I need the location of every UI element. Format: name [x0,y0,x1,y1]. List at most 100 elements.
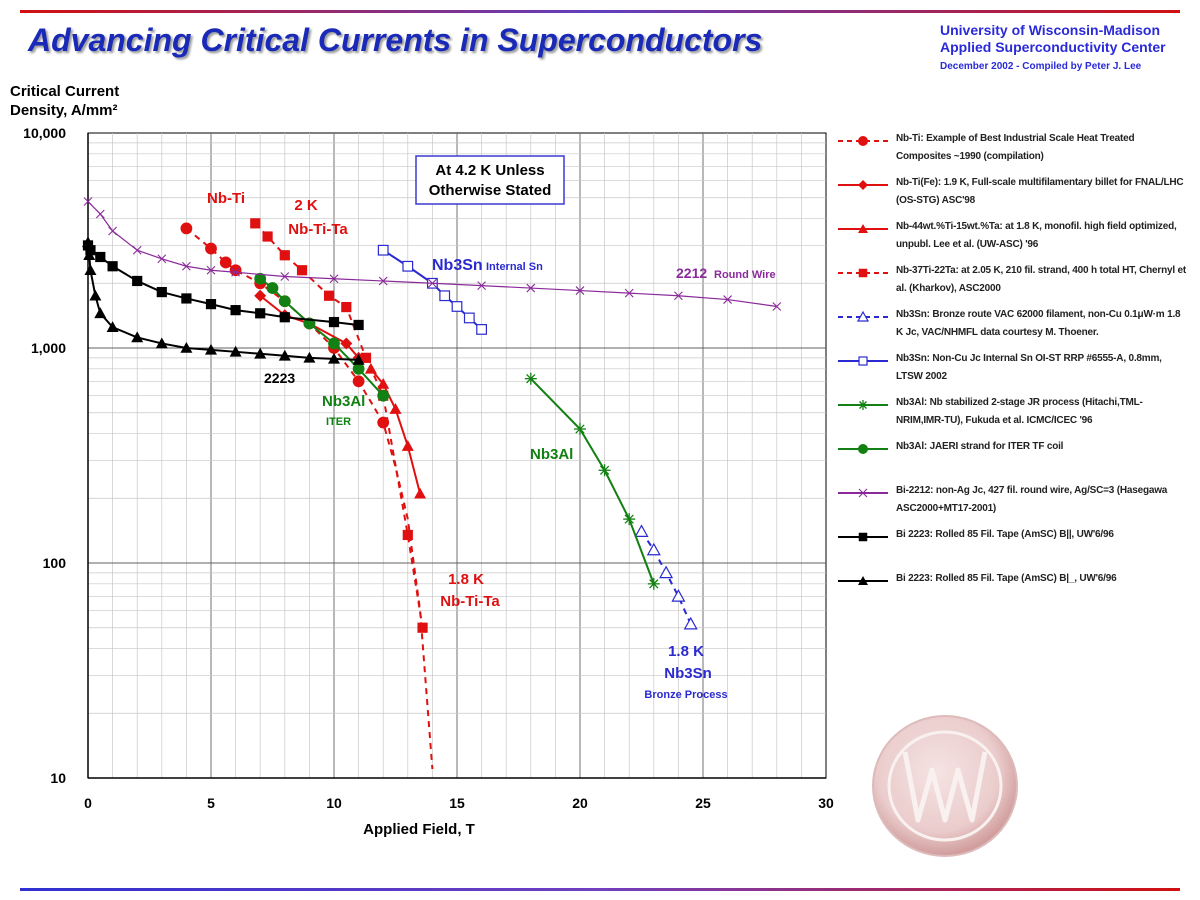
label-nbtita: Nb-Ti-Ta [288,221,348,238]
x-tick-label: 0 [84,795,92,811]
data-point [278,295,291,308]
data-point [229,345,242,357]
data-point [329,274,339,284]
data-point-stroke [526,374,536,384]
y-tick-label: 10 [50,770,66,786]
data-point [279,312,290,323]
data-point [182,261,191,271]
legend-entry: Nb3Sn: Bronze route VAC 62000 filament, … [832,306,1190,350]
data-point [328,337,340,350]
label-2212: 2212 [676,265,707,281]
x-axis-title: Applied Field, T [363,821,475,838]
data-point [402,529,413,541]
data-point [82,236,94,248]
legend-entry: Bi 2223: Rolled 85 Fil. Tape (AmSC) B||,… [832,526,1190,570]
legend-swatch [838,488,888,498]
legend-entry: Nb-Ti: Example of Best Industrial Scale … [832,130,1190,174]
data-point [623,513,636,526]
data-point [674,291,683,301]
data-point [858,136,868,146]
series-nb3al_jr [524,372,660,590]
data-point [205,242,217,255]
label-internal-sn: Internal Sn [486,261,543,273]
org-center: Applied Superconductivity Center [940,39,1166,55]
data-point-stroke [772,302,782,311]
data-point [230,305,241,316]
data-point [108,226,117,236]
data-point-stroke [157,254,167,264]
data-point [378,276,388,286]
legend-entry: Nb3Sn: Non-Cu Jc Internal Sn OI-ST RRP #… [832,350,1190,394]
data-point [156,286,167,298]
data-point [772,302,782,311]
bottom-rule [20,888,1180,891]
x-tick-label: 30 [818,795,834,811]
data-point [323,290,335,301]
data-point [95,251,106,263]
data-point [250,218,261,229]
legend-swatch [838,310,888,322]
data-point [598,464,611,477]
data-point [858,576,868,585]
data-point [180,342,193,353]
data-point [95,209,105,219]
label-2223: 2223 [264,370,295,386]
data-point [647,577,660,590]
data-point [463,312,475,324]
data-point [352,375,365,388]
annotation-line2: Otherwise Stated [429,182,552,199]
data-point [328,316,340,328]
data-point [671,589,686,602]
data-point [858,224,868,233]
data-point [181,293,192,304]
legend-swatch [838,224,888,233]
legend-label: Nb3Sn: Non-Cu Jc Internal Sn OI-ST RRP #… [896,353,1162,382]
data-point [83,197,93,206]
data-point-stroke [858,488,868,498]
y-tick-label: 10,000 [23,125,66,141]
plot-labels: Nb-Ti 2 K Nb-Ti-Ta 1.8 K Nb-Ti-Ta Nb3Sn … [207,190,776,701]
data-point-stroke [329,274,339,284]
data-point [278,349,291,361]
legend-swatch [838,444,888,454]
x-tick-label: 5 [207,795,215,811]
y-axis-title-line1: Critical Current [10,83,120,100]
data-point-stroke [624,288,634,298]
data-point [85,245,96,256]
data-point [205,299,217,310]
organization-block: University of Wisconsin-Madison Applied … [940,22,1166,75]
compiled-by: December 2002 - Compiled by Peter J. Lee [940,61,1142,72]
plot-grid [87,132,827,779]
series-line [87,242,359,361]
data-point [254,289,267,302]
data-point-stroke [649,579,659,589]
data-point [340,337,353,350]
chart-legend: Nb-Ti: Example of Best Industrial Scale … [832,130,1190,620]
legend-label: Bi-2212: non-Ag Jc, 427 fil. round wire,… [896,485,1168,514]
data-point-stroke [599,465,610,475]
legend-swatch [838,576,888,585]
data-point [279,250,290,261]
data-point [646,542,661,556]
org-name: University of Wisconsin-Madison [940,22,1161,38]
data-point-stroke [859,401,867,409]
data-point [858,180,868,190]
data-point-stroke [206,265,216,275]
data-point [389,403,402,414]
data-point [526,283,536,293]
y-axis-title: Critical Current Density, A/mm² [10,82,119,120]
legend-swatch [838,356,888,366]
data-point [131,331,144,343]
data-point [428,278,437,288]
label-nb3sn-bronze: Nb3Sn [664,665,712,682]
data-point [254,347,267,359]
data-point [205,343,217,355]
data-point [352,362,365,375]
data-point-stroke [182,261,191,271]
legend-swatch [838,268,888,278]
legend-label: Nb-Ti: Example of Best Industrial Scale … [896,133,1135,162]
data-point [255,308,266,319]
data-point [107,261,118,272]
data-point [353,319,364,331]
data-point-stroke [575,286,585,295]
